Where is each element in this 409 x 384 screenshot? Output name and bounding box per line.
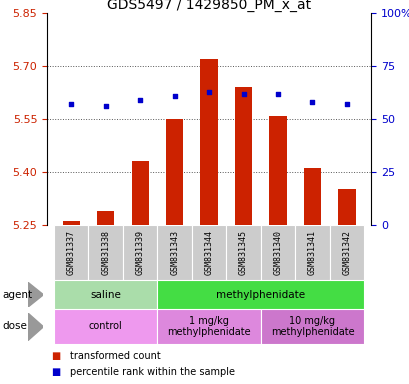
Bar [157,280,363,309]
Bar [294,225,329,280]
Text: GSM831345: GSM831345 [238,230,247,275]
Point [274,91,281,97]
Text: GSM831341: GSM831341 [307,230,316,275]
Point [68,101,74,108]
Point [171,93,178,99]
Bar [226,225,260,280]
Bar [260,225,294,280]
Bar [54,309,157,344]
Bar [54,280,157,309]
Bar [303,168,320,225]
Point [205,88,212,94]
Text: saline: saline [90,290,121,300]
Text: methylphenidate: methylphenidate [216,290,305,300]
Text: control: control [89,321,122,331]
Text: percentile rank within the sample: percentile rank within the sample [70,367,234,377]
Text: GSM831343: GSM831343 [170,230,179,275]
Text: GSM831337: GSM831337 [67,230,76,275]
Bar [88,225,123,280]
Text: 10 mg/kg
methylphenidate: 10 mg/kg methylphenidate [270,316,353,337]
Bar [157,225,191,280]
Text: GSM831342: GSM831342 [342,230,351,275]
Point [102,103,109,109]
Bar [54,225,88,280]
Bar [166,119,183,225]
Bar [200,59,217,225]
Bar [234,88,252,225]
Bar [337,189,355,225]
Point [137,97,143,103]
Text: GSM831339: GSM831339 [135,230,144,275]
Bar [260,309,363,344]
Point [343,101,349,108]
Polygon shape [28,313,43,341]
Title: GDS5497 / 1429850_PM_x_at: GDS5497 / 1429850_PM_x_at [107,0,310,12]
Point [240,91,246,97]
Text: agent: agent [2,290,32,300]
Text: 1 mg/kg
methylphenidate: 1 mg/kg methylphenidate [167,316,250,337]
Bar [63,221,80,225]
Bar [269,116,286,225]
Text: transformed count: transformed count [70,351,160,361]
Point [308,99,315,105]
Polygon shape [28,282,43,307]
Bar [329,225,363,280]
Text: GSM831340: GSM831340 [273,230,282,275]
Bar [97,210,114,225]
Text: GSM831338: GSM831338 [101,230,110,275]
Text: GSM831344: GSM831344 [204,230,213,275]
Bar [123,225,157,280]
Bar [131,161,148,225]
Bar [191,225,226,280]
Text: dose: dose [2,321,27,331]
Text: ■: ■ [51,367,61,377]
Text: ■: ■ [51,351,61,361]
Bar [157,309,260,344]
